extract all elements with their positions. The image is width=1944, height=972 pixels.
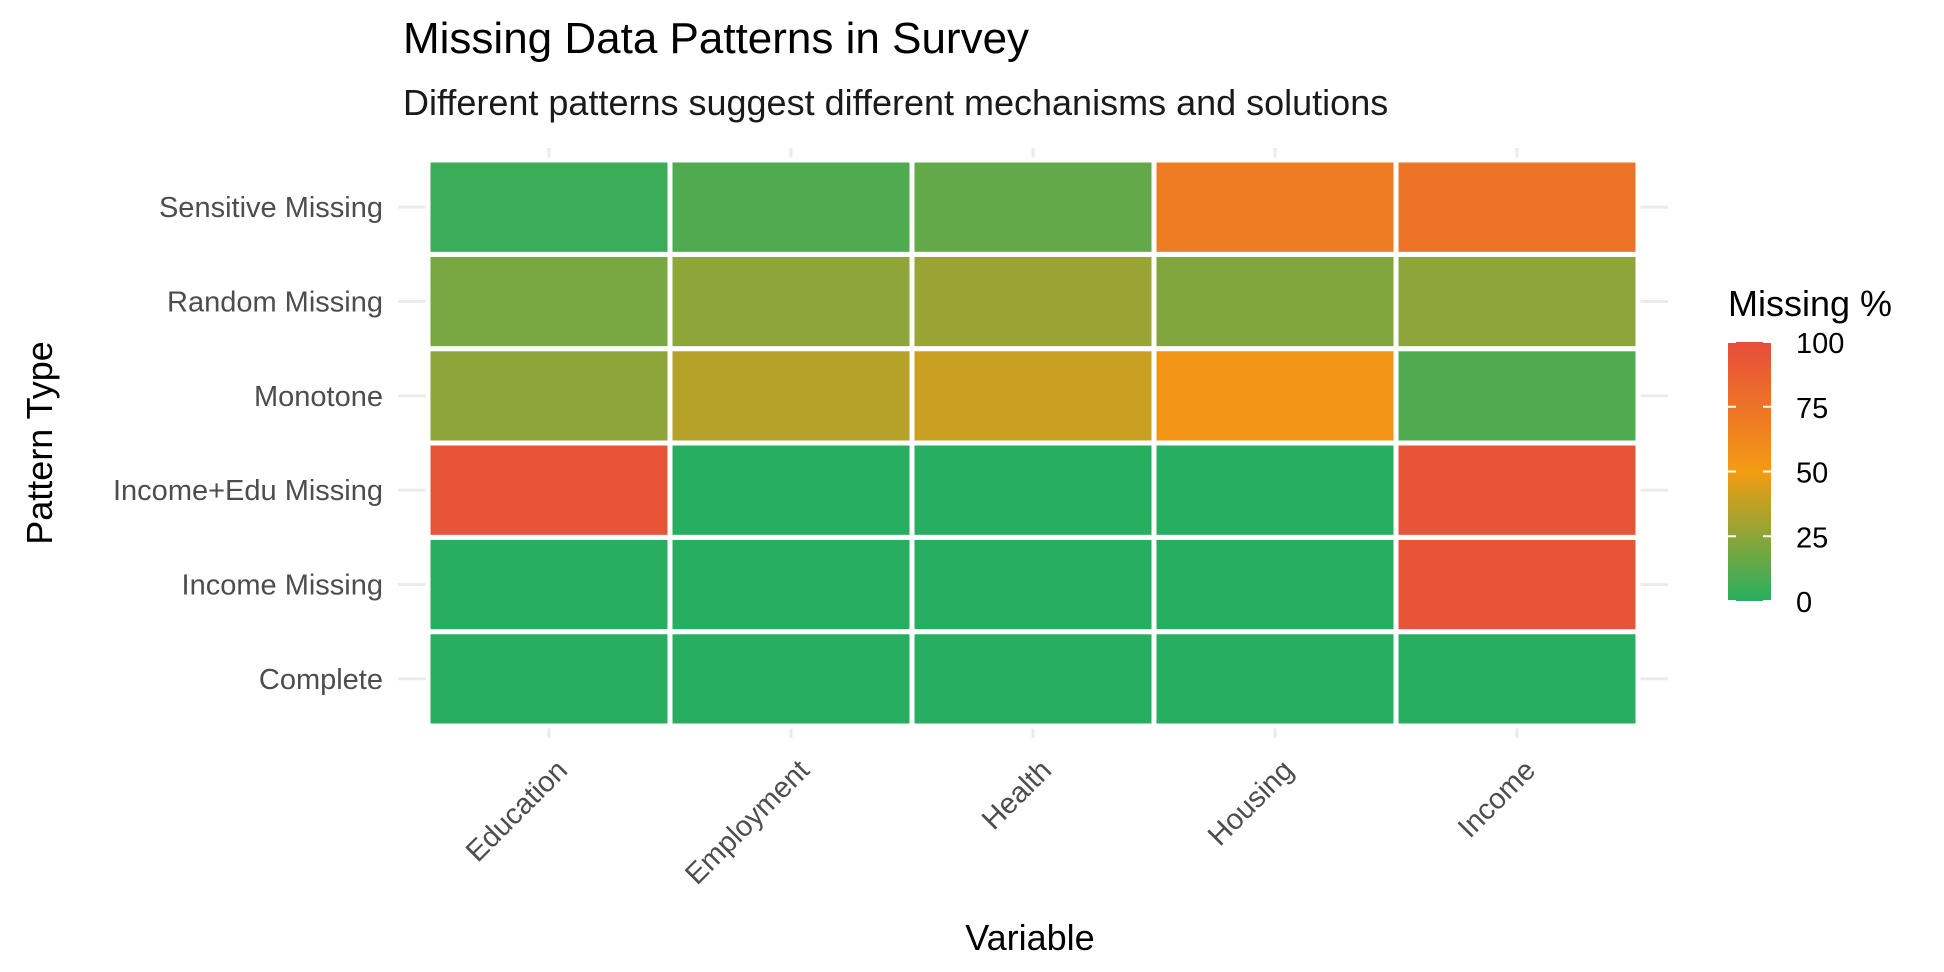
heatmap-tile xyxy=(909,251,1157,352)
heatmap-tile xyxy=(1151,629,1399,729)
y-tick-label: Income Missing xyxy=(182,570,383,602)
x-tick-label: Health xyxy=(976,754,1058,836)
heatmap-tile xyxy=(425,440,673,540)
heatmap-tile xyxy=(1393,346,1641,446)
y-tick-label: Sensitive Missing xyxy=(159,192,383,224)
x-tick-label: Housing xyxy=(1202,754,1300,852)
heatmap-tile xyxy=(667,157,915,257)
heatmap-tile xyxy=(667,534,915,635)
heatmap-tile xyxy=(1151,157,1399,257)
heatmap-tile xyxy=(1393,440,1641,540)
y-tick-labels: Complete Income Missing Income+Edu Missing… xyxy=(113,192,383,696)
heatmap-tiles xyxy=(425,157,1641,729)
heatmap-tile xyxy=(909,629,1157,729)
heatmap-tile xyxy=(667,440,915,540)
chart-subtitle: Different patterns suggest different mec… xyxy=(403,82,1389,123)
heatmap-tile xyxy=(667,251,915,352)
heatmap-tile xyxy=(909,440,1157,540)
heatmap-tile xyxy=(425,534,673,635)
heatmap-tile xyxy=(667,346,915,446)
heatmap-tile xyxy=(909,157,1157,257)
heatmap-tile xyxy=(1393,534,1641,635)
heatmap-tile xyxy=(1151,346,1399,446)
y-tick-label: Income+Edu Missing xyxy=(113,475,383,507)
y-tick-label: Monotone xyxy=(254,381,383,413)
y-axis-title: Pattern Type xyxy=(19,341,60,544)
legend-tick-label: 50 xyxy=(1796,458,1828,490)
heatmap-tile xyxy=(425,629,673,729)
legend-ticks: 0 25 50 75 100 xyxy=(1728,328,1844,619)
y-tick-label: Random Missing xyxy=(167,287,383,319)
heatmap-tile xyxy=(667,629,915,729)
heatmap-tile xyxy=(1393,251,1641,352)
legend-tick-label: 25 xyxy=(1796,522,1828,554)
heatmap-tile xyxy=(425,346,673,446)
legend-tick-label: 75 xyxy=(1796,393,1828,425)
legend-title: Missing % xyxy=(1728,283,1892,324)
heatmap-tile xyxy=(909,534,1157,635)
chart-title: Missing Data Patterns in Survey xyxy=(403,14,1030,63)
heatmap-tile xyxy=(1393,629,1641,729)
heatmap-tile xyxy=(425,157,673,257)
x-tick-labels: Education Employment Health Housing Income xyxy=(460,754,1542,891)
x-tick-label: Income xyxy=(1452,754,1542,844)
legend-tick-label: 100 xyxy=(1796,328,1844,360)
heatmap-tile xyxy=(1393,157,1641,257)
heatmap-tile xyxy=(909,346,1157,446)
legend-tick-label: 0 xyxy=(1796,587,1812,619)
heatmap-tile xyxy=(425,251,673,352)
heatmap-tile xyxy=(1151,534,1399,635)
x-tick-label: Education xyxy=(460,754,574,868)
x-axis-title: Variable xyxy=(965,917,1094,958)
x-tick-label: Employment xyxy=(679,754,816,891)
y-tick-label: Complete xyxy=(259,664,383,696)
legend: Missing % 0 25 50 75 100 xyxy=(1728,283,1892,619)
heatmap-tile xyxy=(1151,251,1399,352)
heatmap-tile xyxy=(1151,440,1399,540)
